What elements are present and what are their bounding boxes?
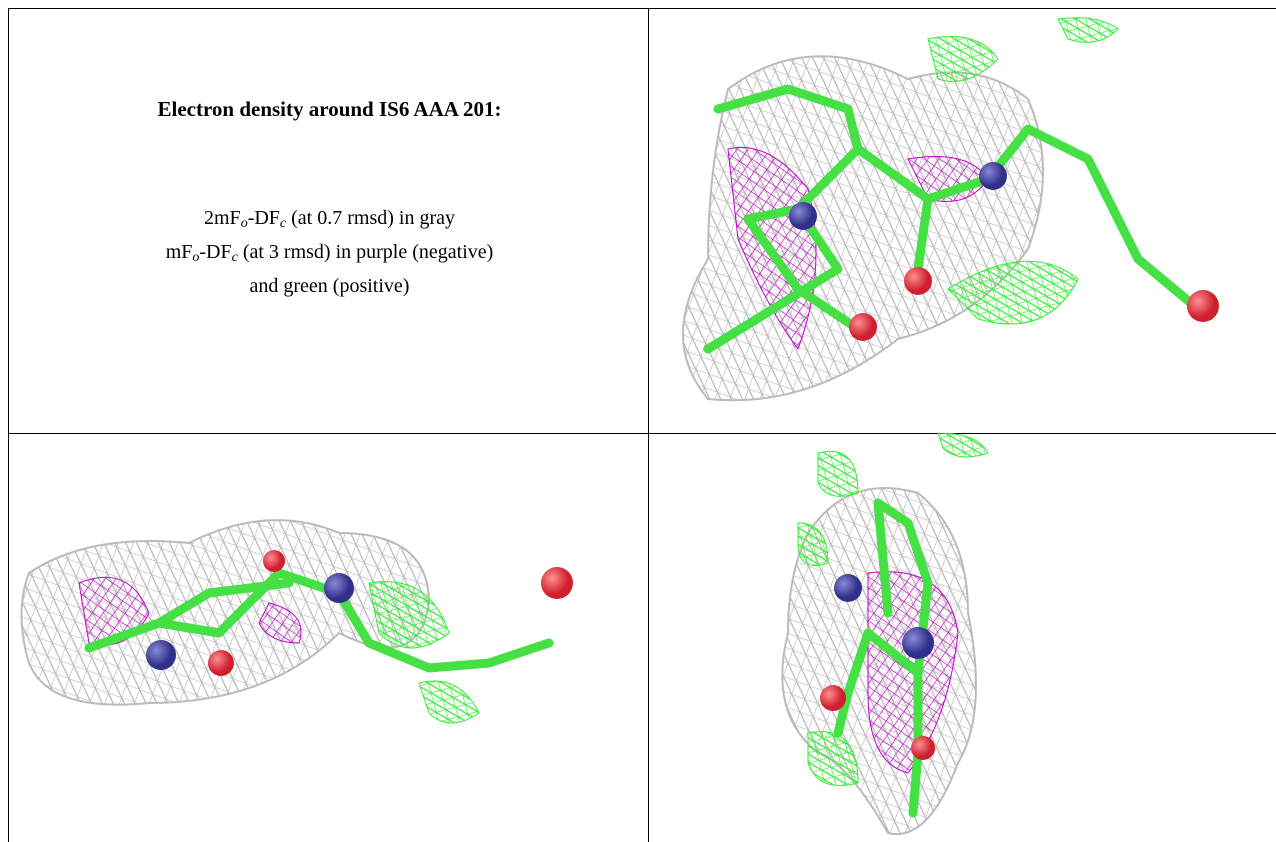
density-view-1 [682, 17, 1219, 402]
view-cell [648, 8, 1276, 434]
legend-line: and green (positive) [9, 272, 650, 300]
legend-text: (at 0.7 rmsd) in gray [286, 207, 455, 229]
density-view-2 [20, 519, 573, 724]
caption-legend: 2mFo-DFc (at 0.7 rmsd) in gray mFo-DFc (a… [9, 204, 650, 300]
green-mesh [797, 433, 989, 786]
view-cell [648, 433, 1276, 842]
legend-line: mFo-DFc (at 3 rmsd) in purple (negative) [9, 238, 650, 272]
subscript: o [192, 250, 200, 265]
atoms [146, 550, 573, 676]
legend-text: -DF [199, 241, 232, 263]
legend-text: and green (positive) [249, 275, 410, 297]
subscript: c [231, 250, 238, 265]
caption-title: Electron density around IS6 AAA 201: [157, 97, 502, 121]
caption-cell: Electron density around IS6 AAA 201: 2mF… [8, 8, 649, 434]
gray-mesh [682, 55, 1044, 402]
gray-mesh [20, 519, 431, 706]
figure-table: Electron density around IS6 AAA 201: 2mF… [8, 8, 1276, 842]
legend-line: 2mFo-DFc (at 0.7 rmsd) in gray [9, 204, 650, 238]
green-mesh [368, 581, 480, 724]
atoms [789, 162, 1219, 341]
green-mesh [927, 17, 1119, 325]
density-view-3 [781, 433, 989, 836]
legend-text: (at 3 rmsd) in purple (negative) [237, 241, 494, 263]
atoms [820, 574, 935, 760]
subscript: o [240, 216, 248, 231]
molecule-sticks [703, 84, 1203, 354]
legend-text: -DF [247, 207, 280, 229]
view-cell [8, 433, 649, 842]
legend-text: 2mF [204, 207, 241, 229]
subscript: c [279, 216, 287, 231]
legend-text: mF [165, 241, 193, 263]
